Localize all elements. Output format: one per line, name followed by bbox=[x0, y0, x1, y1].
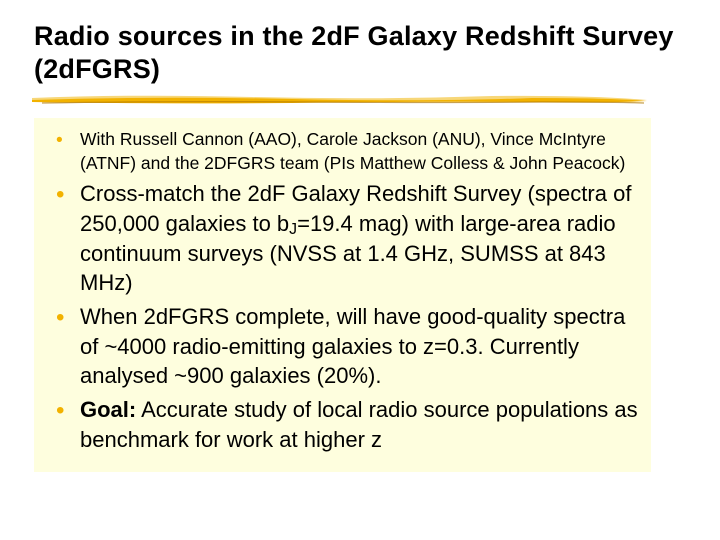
subscript: J bbox=[289, 221, 297, 238]
slide-title: Radio sources in the 2dF Galaxy Redshift… bbox=[34, 20, 686, 86]
bullet-item: Cross-match the 2dF Galaxy Redshift Surv… bbox=[44, 179, 641, 298]
bullet-text-part: Accurate study of local radio source pop… bbox=[80, 397, 638, 452]
bullet-bold-label: Goal: bbox=[80, 397, 136, 422]
title-underline-icon bbox=[32, 90, 649, 112]
bullet-text: When 2dFGRS complete, will have good-qua… bbox=[80, 304, 625, 388]
content-box: With Russell Cannon (AAO), Carole Jackso… bbox=[34, 118, 651, 472]
bullet-item: With Russell Cannon (AAO), Carole Jackso… bbox=[44, 128, 641, 175]
bullet-item: When 2dFGRS complete, will have good-qua… bbox=[44, 302, 641, 391]
bullet-item: Goal: Accurate study of local radio sour… bbox=[44, 395, 641, 454]
slide: Radio sources in the 2dF Galaxy Redshift… bbox=[0, 0, 720, 540]
bullet-text: With Russell Cannon (AAO), Carole Jackso… bbox=[80, 129, 625, 173]
bullet-list: With Russell Cannon (AAO), Carole Jackso… bbox=[44, 128, 641, 454]
